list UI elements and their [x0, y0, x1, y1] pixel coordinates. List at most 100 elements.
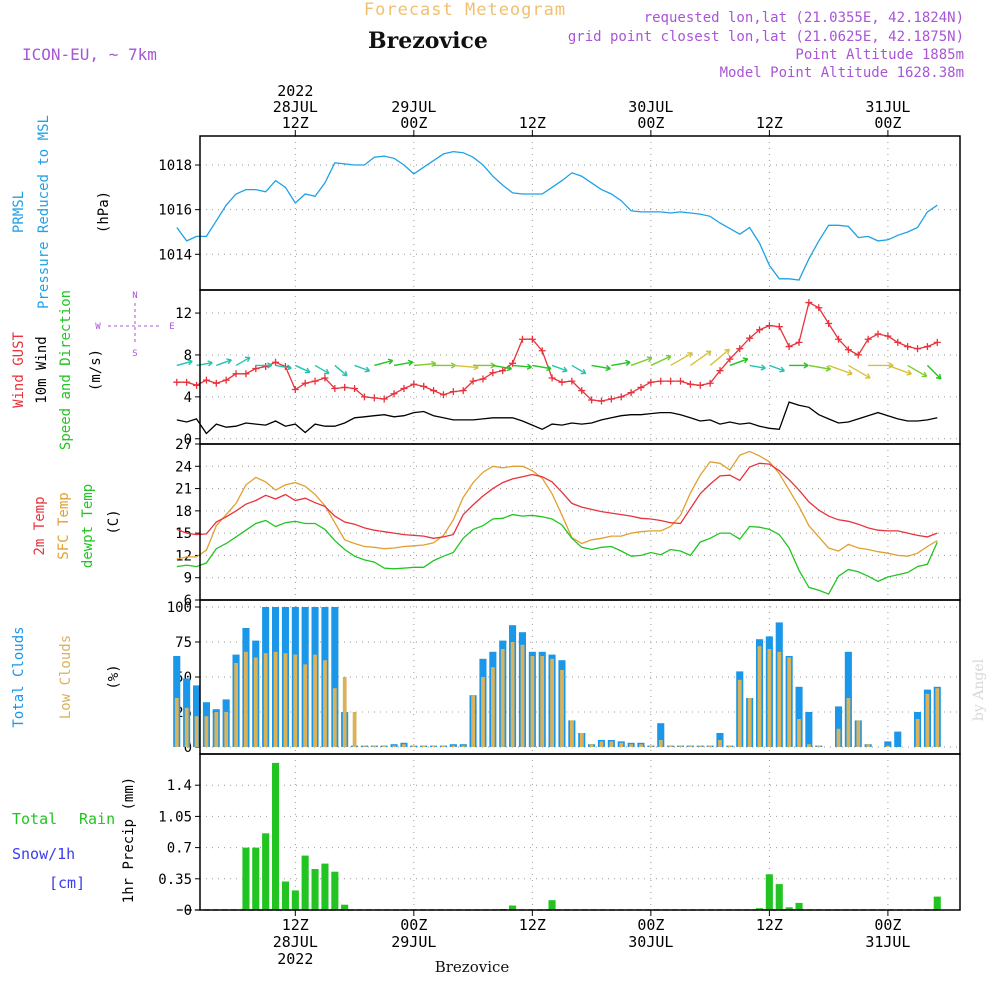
panel-frame	[199, 753, 961, 911]
t2m-temp-line	[176, 462, 938, 539]
wind-gust-point	[321, 374, 329, 382]
wind-gust-point	[459, 387, 467, 395]
rain-bar	[331, 871, 339, 910]
bottom-time-label: 12Z	[756, 916, 783, 934]
low-clouds-bar	[639, 744, 643, 747]
low-clouds-bar	[816, 745, 821, 747]
wind-gust-point	[499, 367, 507, 375]
total-clouds-bar	[657, 723, 665, 747]
y-tick-label: 9	[184, 571, 192, 587]
wind-arrow-shaft	[749, 364, 766, 369]
wind-arrow-head	[779, 366, 785, 373]
wind-unit: (m/s)	[88, 349, 104, 391]
wind-gust-point	[894, 338, 902, 346]
watermark: by Angel	[971, 658, 987, 721]
wind-arrow-head	[906, 369, 912, 376]
top-time-label: 31JUL	[865, 98, 910, 116]
low-clouds-bar	[925, 693, 930, 747]
wind-arrow-shaft	[611, 361, 631, 367]
info-line-requested: requested lon,lat (21.0355E, 42.1824N)	[644, 10, 964, 26]
rain-bar	[548, 900, 556, 910]
wind-gust-point	[637, 383, 645, 391]
wind-arrow-shaft	[848, 364, 871, 379]
wind-gust-point	[479, 375, 487, 383]
y-tick-label: 12	[175, 306, 192, 322]
pressure-line	[176, 150, 938, 281]
panel-grid: 1014 1016 1018	[158, 136, 960, 290]
low-clouds-bar	[313, 654, 317, 747]
low-clouds-bar	[342, 677, 347, 747]
precip-label-total: Total	[12, 810, 57, 828]
low-clouds-bar	[718, 740, 722, 747]
wind-gust-point	[765, 322, 773, 330]
low-clouds-bar	[658, 740, 663, 747]
dewpt-temp-line	[176, 513, 938, 595]
low-clouds-bar	[915, 719, 920, 747]
y-tick-label: 6	[184, 593, 192, 609]
total-clouds-bar	[331, 607, 339, 747]
wind-gust-point	[864, 335, 872, 343]
low-clouds-bar	[332, 688, 337, 747]
wind-gust-point	[884, 332, 892, 340]
low-clouds-bar	[293, 654, 298, 747]
wind-arrow-head	[207, 360, 213, 367]
rain-bar	[311, 869, 319, 910]
rain-bar	[765, 874, 773, 910]
low-clouds-bar	[244, 651, 248, 747]
rain-bar	[281, 881, 289, 910]
rain-bar	[301, 855, 309, 910]
wind-arrow-shaft	[235, 356, 251, 367]
low-clouds-bar	[234, 663, 238, 747]
rain-bar	[321, 863, 329, 910]
low-clouds-bar	[589, 744, 594, 747]
wind-arrow-head	[407, 359, 414, 366]
rain-bar	[242, 847, 250, 910]
wind-gust-point	[756, 326, 764, 334]
wind-gust-point	[775, 323, 783, 331]
rain-bar	[252, 847, 260, 910]
top-time-label: 12Z	[756, 114, 783, 132]
wind-arrow-head	[605, 364, 611, 372]
footer-station: Brezovice	[435, 958, 510, 976]
wind-arrow-shaft	[176, 360, 193, 367]
low-clouds-bar	[421, 745, 426, 747]
wind-gust-point	[726, 355, 734, 363]
wind-arrow-shaft	[295, 364, 311, 373]
model-label: ICON-EU, ~ 7km	[22, 45, 157, 64]
low-clouds-bar	[540, 656, 545, 747]
wind-gust-point	[400, 384, 408, 392]
low-clouds-bar	[599, 741, 604, 747]
low-clouds-bar	[520, 644, 525, 747]
low-clouds-bar	[451, 745, 456, 747]
wind-10m-line	[176, 401, 938, 435]
wind-arrow-head	[364, 366, 371, 373]
rain-bar	[775, 884, 783, 910]
low-clouds-bar	[649, 745, 653, 747]
wind-arrow-shaft	[769, 364, 785, 372]
low-clouds-bar	[629, 744, 633, 747]
y-tick-label: 75	[175, 635, 192, 651]
y-tick-label: 0.7	[167, 841, 192, 857]
wind-arrow-head	[825, 365, 832, 372]
bottom-time-label: 00Z	[874, 916, 901, 934]
wind-gust-point	[647, 378, 655, 386]
pressure-unit: (hPa)	[96, 191, 112, 233]
low-clouds-bar	[431, 745, 436, 747]
rain-bar	[272, 762, 280, 910]
low-clouds-bar	[441, 745, 446, 747]
low-clouds-bar	[560, 670, 564, 747]
low-clouds-bar	[728, 745, 732, 747]
clouds-unit: (%)	[106, 664, 122, 689]
top-time-label: 00Z	[874, 114, 901, 132]
sfc-temp-line	[176, 450, 938, 560]
wind-gust-point	[795, 338, 803, 346]
wind-arrow-shaft	[453, 364, 479, 369]
low-clouds-bar	[757, 646, 762, 747]
y-tick-label: 0.35	[158, 872, 192, 888]
bottom-time-label: 31JUL	[865, 933, 910, 951]
top-time-label: 12Z	[519, 114, 546, 132]
wind-arrow-shaft	[591, 364, 611, 370]
wind-arrow-shaft	[571, 364, 587, 375]
wind-arrow-head	[342, 370, 348, 377]
wind-arrow-head	[921, 371, 928, 378]
